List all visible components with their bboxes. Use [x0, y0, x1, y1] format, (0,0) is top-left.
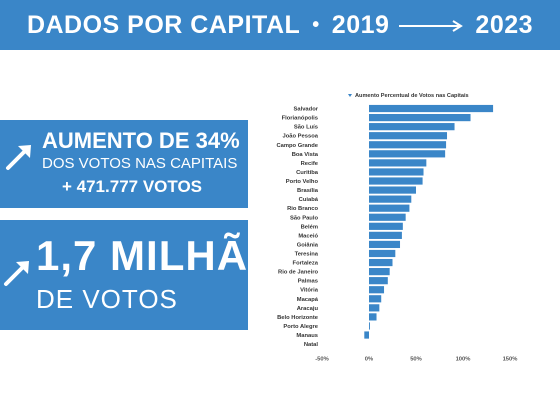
bar: [369, 168, 424, 176]
bar: [369, 258, 393, 267]
category-label: Curitiba: [296, 170, 319, 176]
category-label: Manaus: [296, 333, 318, 339]
legend-marker: [348, 94, 352, 97]
category-label: Natal: [304, 342, 319, 348]
category-label: Aracaju: [297, 306, 319, 312]
category-label: Belém: [301, 224, 318, 230]
x-tick-label: 150%: [503, 357, 518, 363]
category-label: Goiânia: [297, 242, 319, 248]
bar: [369, 240, 401, 249]
bar-chart: Aumento Percentual de Votos nas Capitais…: [276, 93, 518, 363]
category-label: Porto Alegre: [283, 324, 318, 330]
bar: [369, 104, 494, 113]
category-label: Salvador: [294, 107, 319, 113]
bar: [369, 132, 448, 140]
bar: [369, 186, 416, 194]
bar: [369, 159, 427, 167]
header-year-start: 2019: [331, 10, 390, 39]
bar: [369, 113, 471, 122]
bar: [369, 231, 402, 239]
category-label: Rio Branco: [287, 206, 318, 212]
x-tick-label: -50%: [315, 357, 329, 363]
bar: [369, 195, 412, 203]
category-label: Macapá: [297, 297, 319, 303]
category-label: Florianópolis: [282, 116, 318, 122]
vote-increase-chart: Aumento Percentual de Votos nas Capitais…: [260, 82, 560, 382]
header-separator: •: [312, 13, 320, 36]
category-label: Recife: [301, 161, 319, 167]
category-label: Porto Velho: [286, 179, 319, 185]
stat-panel-increase: AUMENTO DE 34% DOS VOTOS NAS CAPITAIS + …: [0, 120, 248, 208]
increase-subtitle: DOS VOTOS NAS CAPITAIS: [42, 155, 238, 172]
bar: [369, 295, 382, 303]
category-label: Maceió: [298, 233, 318, 239]
bar: [369, 213, 406, 221]
arrow-up-right-icon: [4, 261, 29, 286]
category-label: Boa Vista: [292, 152, 319, 158]
bar: [369, 204, 410, 212]
category-label: Brasília: [297, 188, 319, 194]
bar: [369, 277, 388, 285]
bar: [369, 313, 377, 321]
category-label: Teresina: [295, 251, 319, 257]
header-banner: DADOS POR CAPITAL • 2019 2023: [0, 0, 560, 50]
increase-votes: + 471.777 VOTOS: [62, 177, 203, 196]
x-tick-label: 0%: [365, 357, 373, 363]
legend-label: Aumento Percentual de Votos nas Capitais: [355, 93, 469, 99]
bar: [369, 222, 403, 230]
category-label: Cuiabá: [299, 197, 319, 203]
bar: [369, 286, 385, 294]
arrow-up-right-icon: [6, 145, 31, 170]
bar: [364, 331, 369, 339]
category-label: Vitória: [300, 288, 319, 294]
bar: [369, 177, 423, 185]
increase-headline: AUMENTO DE 34%: [42, 128, 240, 153]
category-label: Belo Horizonte: [277, 315, 319, 321]
stat-panel-total: 1,7 MILHÃO DE VOTOS: [0, 220, 281, 330]
bar: [369, 150, 446, 158]
x-tick-label: 50%: [410, 357, 422, 363]
bar: [369, 304, 380, 312]
total-headline: 1,7 MILHÃO: [36, 232, 282, 279]
category-label: Fortaleza: [293, 261, 319, 267]
header-title: DADOS POR CAPITAL: [26, 10, 301, 39]
category-label: Campo Grande: [276, 143, 318, 149]
bar: [369, 141, 447, 149]
bar: [369, 249, 396, 258]
category-label: São Luís: [294, 125, 318, 131]
category-label: Rio de Janeiro: [278, 270, 318, 276]
bar: [369, 322, 370, 330]
category-label: Palmas: [298, 279, 318, 285]
x-tick-label: 100%: [456, 357, 471, 363]
category-label: São Paulo: [290, 215, 318, 221]
bar: [369, 123, 455, 131]
long-arrow-right-icon: [399, 11, 465, 40]
header-year-end: 2023: [475, 10, 534, 39]
bar: [369, 268, 390, 276]
category-label: João Pessoa: [283, 134, 319, 140]
total-subtitle: DE VOTOS: [36, 284, 178, 314]
